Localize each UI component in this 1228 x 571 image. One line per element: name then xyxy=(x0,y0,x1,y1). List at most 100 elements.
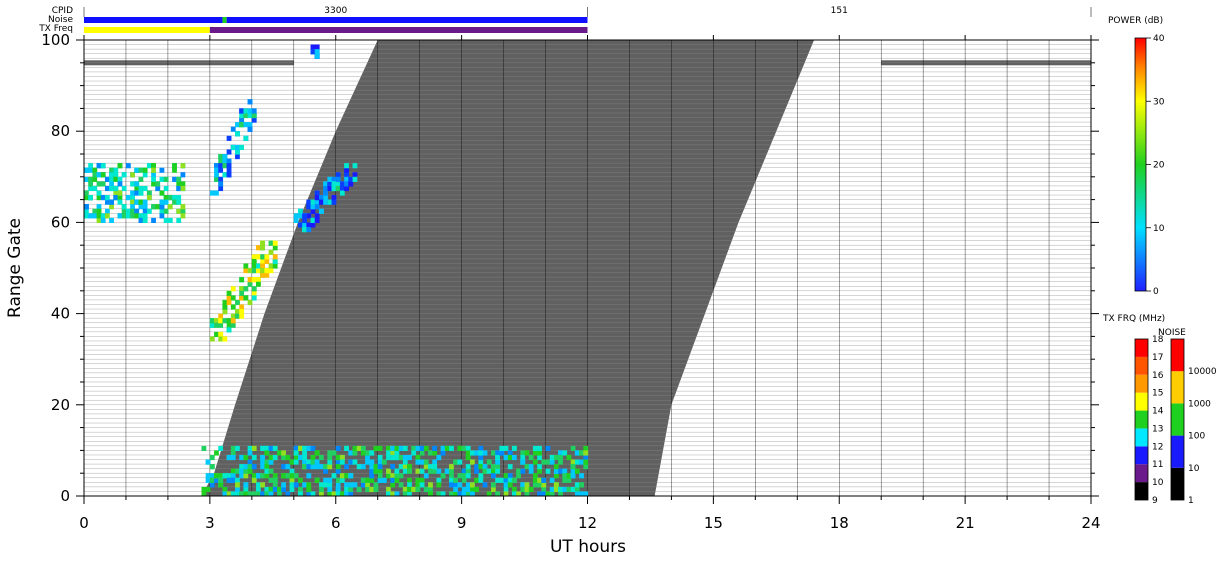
echo-cell xyxy=(390,445,396,451)
echo-cell xyxy=(511,477,517,483)
echo-cell xyxy=(306,464,312,470)
echo-cell xyxy=(490,482,496,488)
echo-cell xyxy=(268,249,274,255)
y-tick-label: 40 xyxy=(51,305,70,323)
echo-cell xyxy=(100,163,106,169)
echo-cell xyxy=(520,486,526,493)
echo-cell xyxy=(281,486,286,493)
echo-cell xyxy=(230,454,236,461)
echo-cell xyxy=(251,258,257,265)
echo-cell xyxy=(264,258,270,265)
echo-cell xyxy=(524,482,530,488)
x-tick-label: 21 xyxy=(956,514,975,532)
echo-cell xyxy=(180,213,186,219)
echo-cell xyxy=(235,144,240,151)
echo-cell xyxy=(318,482,324,488)
echo-cell xyxy=(84,204,89,210)
echo-cell xyxy=(339,491,345,496)
echo-cell xyxy=(323,190,328,196)
txfrq-cell xyxy=(1135,464,1148,483)
echo-cell xyxy=(369,486,375,493)
echo-cell xyxy=(562,450,568,456)
echo-cell xyxy=(394,445,400,451)
power-colorbar-gradient xyxy=(1134,37,1147,292)
echo-cell xyxy=(335,477,341,483)
echo-cell xyxy=(478,477,484,483)
echo-cell xyxy=(272,445,278,451)
echo-cell xyxy=(209,190,215,196)
echo-cell xyxy=(306,204,312,210)
echo-cell xyxy=(121,213,127,219)
echo-cell xyxy=(306,226,312,233)
echo-cell xyxy=(226,491,232,496)
echo-cell xyxy=(486,491,492,496)
echo-cell xyxy=(432,445,438,451)
echo-cell xyxy=(574,486,580,493)
echo-cell xyxy=(423,445,429,451)
status-bars: CPID Noise TX Freq 3300 151 xyxy=(38,6,1092,34)
echo-cell xyxy=(562,468,568,474)
echo-cell xyxy=(218,313,224,319)
echo-cell xyxy=(272,254,278,260)
echo-cell xyxy=(537,482,542,488)
echo-cell xyxy=(465,482,471,488)
echo-cell xyxy=(310,217,316,223)
echo-cell xyxy=(104,185,110,192)
echo-cell xyxy=(369,450,375,456)
echo-cell xyxy=(558,454,563,461)
echo-cell xyxy=(251,268,257,274)
echo-cell xyxy=(411,445,417,451)
echo-cell xyxy=(96,217,102,223)
echo-cell xyxy=(574,459,580,465)
echo-cell xyxy=(256,281,261,287)
echo-cell xyxy=(272,258,278,265)
echo-cell xyxy=(209,473,215,479)
echo-cell xyxy=(444,445,450,451)
echo-cell xyxy=(218,176,224,182)
echo-cell xyxy=(335,459,341,465)
echo-cell xyxy=(264,468,270,474)
echo-cell xyxy=(436,477,442,483)
echo-cell xyxy=(344,473,349,479)
echo-cell xyxy=(172,163,177,169)
echo-cell xyxy=(327,482,333,488)
echo-cell xyxy=(310,445,316,451)
y-axis-label: Range Gate xyxy=(5,218,25,318)
echo-cell xyxy=(209,318,215,324)
echo-cell xyxy=(247,445,253,451)
echo-cell xyxy=(511,491,517,496)
echo-cell xyxy=(130,213,135,219)
echo-cell xyxy=(407,464,412,470)
echo-cell xyxy=(381,459,387,465)
echo-cell xyxy=(209,322,215,328)
echo-cell xyxy=(348,181,354,187)
echo-cell xyxy=(570,445,576,451)
echo-cell xyxy=(176,185,182,192)
echo-cell xyxy=(331,195,337,201)
echo-cell xyxy=(495,477,500,483)
echo-cell xyxy=(537,468,542,474)
echo-cell xyxy=(138,190,144,196)
echo-cell xyxy=(449,491,454,496)
echo-cell xyxy=(478,445,484,451)
echo-cell xyxy=(537,450,542,456)
echo-cell xyxy=(453,482,459,488)
echo-cell xyxy=(243,482,249,488)
y-tick-label: 60 xyxy=(51,213,70,231)
echo-cell xyxy=(352,445,358,451)
echo-cell xyxy=(134,185,140,192)
echo-cell xyxy=(327,491,333,496)
echo-cell xyxy=(117,199,123,205)
power-colorbar-title: POWER (dB) xyxy=(1108,16,1163,26)
txfrq-label: 14 xyxy=(1152,407,1164,417)
echo-cell xyxy=(532,445,538,451)
echo-cell xyxy=(318,195,324,201)
echo-cell xyxy=(369,473,375,479)
echo-cell xyxy=(142,204,148,210)
echo-cell xyxy=(293,459,299,465)
txfrq-label: 10 xyxy=(1152,478,1164,488)
echo-cell xyxy=(142,172,148,178)
echo-cell xyxy=(507,454,513,461)
echo-cell xyxy=(256,473,261,479)
echo-cell xyxy=(302,454,307,461)
